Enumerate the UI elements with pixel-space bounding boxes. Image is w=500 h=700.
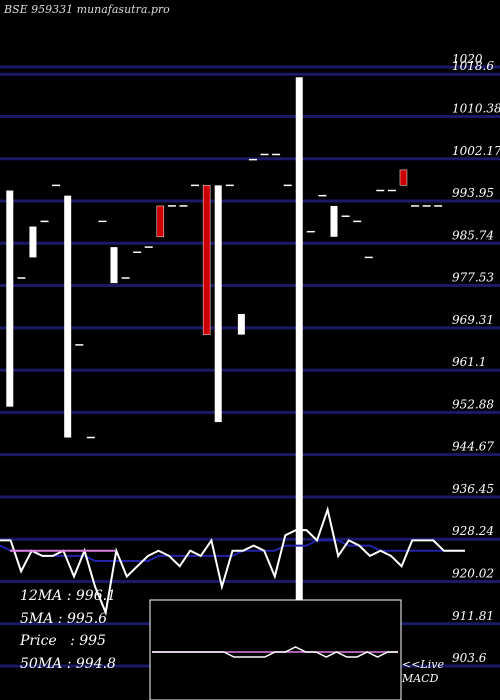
y-tick-label: 1018.6	[452, 59, 494, 73]
y-tick-label: 977.53	[452, 271, 494, 285]
y-tick-label: 911.81	[452, 609, 494, 623]
price-line	[0, 505, 465, 617]
candle-body	[156, 205, 165, 238]
macd-line	[152, 646, 398, 658]
y-tick-label: 1002.17	[452, 144, 500, 158]
candle-body	[110, 247, 118, 284]
macd-live-label: <<Live	[402, 658, 444, 671]
y-tick-label: 1010.38	[452, 102, 500, 116]
y-tick-label: 928.24	[452, 524, 494, 538]
y-tick-label: 961.1	[452, 355, 486, 369]
candle-body	[330, 205, 338, 237]
ma-long-line	[0, 539, 465, 562]
candle-body	[29, 226, 37, 258]
y-tick-label: 936.45	[452, 482, 494, 496]
y-tick-label: 952.88	[452, 397, 494, 411]
candle-body	[295, 77, 303, 634]
y-tick-label: 993.95	[452, 186, 494, 200]
y-tick-label: 985.74	[452, 228, 494, 242]
candle-body	[237, 314, 245, 335]
y-tick-label: 1020	[452, 52, 483, 66]
y-tick-label: 969.31	[452, 313, 494, 327]
candle-body	[64, 195, 72, 438]
candle-body	[202, 185, 211, 335]
candle-body	[6, 190, 14, 407]
macd-label: MACD	[402, 672, 439, 685]
ma50-readout: 50MA : 994.8	[20, 656, 116, 672]
ma12-readout: 12MA : 996.1	[20, 588, 116, 604]
price-readout: Price : 995	[20, 633, 106, 649]
candle-body	[399, 169, 408, 186]
y-tick-label: 903.6	[452, 651, 487, 665]
y-tick-label: 920.02	[452, 567, 494, 581]
ma5-readout: 5MA : 995.6	[20, 611, 108, 627]
candle-body	[214, 185, 222, 423]
macd-panel	[149, 599, 402, 700]
chart-header: BSE 959331 munafasutra.pro	[4, 3, 170, 16]
y-tick-label: 944.67	[452, 440, 494, 454]
